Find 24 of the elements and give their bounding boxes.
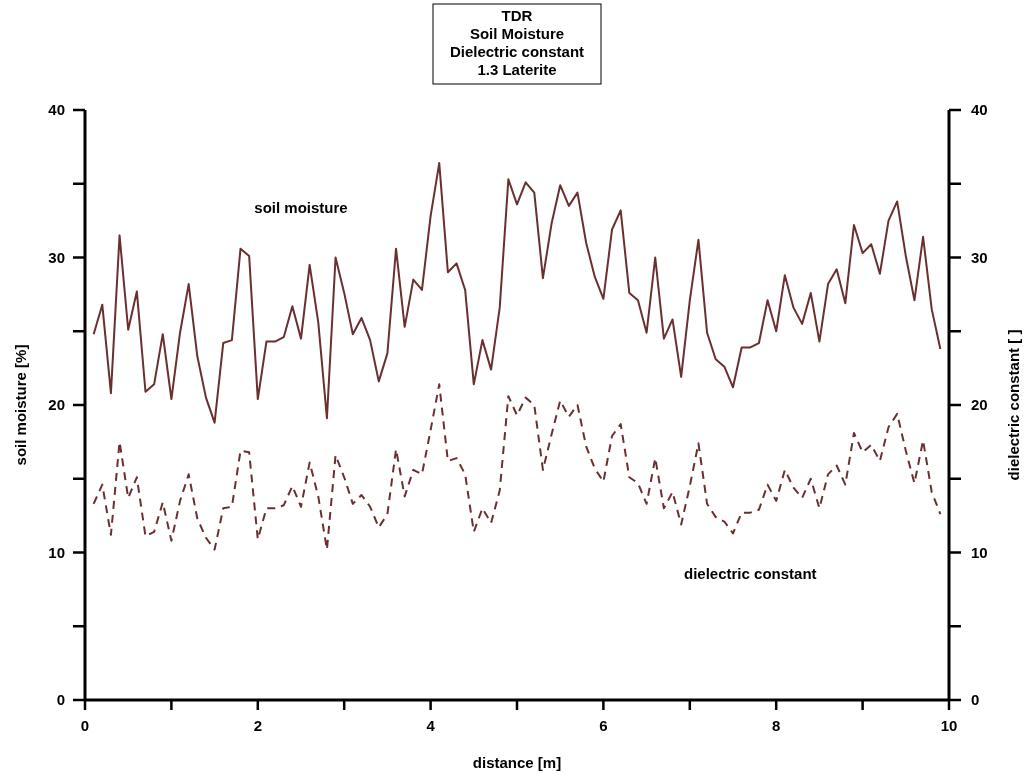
y-tick-label: 40	[48, 101, 65, 118]
y-tick-label: 20	[48, 396, 65, 413]
y2-tick-label: 0	[971, 691, 980, 708]
y2-tick-label: 10	[971, 543, 988, 561]
text: dielectric constant	[684, 565, 817, 583]
x-tick-label: 10	[940, 717, 958, 734]
chart-title: TDR Soil Moisture Dielectric constant 1.3 Laterite	[449, 7, 585, 78]
y2-axis-title: dielectric constant [ ]	[1005, 329, 1022, 481]
y2-tick-label: 40	[971, 101, 988, 118]
x-tick-label: 8	[772, 717, 781, 734]
line-series	[92, 162, 942, 424]
x-tick-label: 0	[80, 717, 90, 734]
x-tick-label: 6	[599, 717, 608, 734]
x-tick-label: 4	[426, 717, 436, 734]
line-series	[92, 383, 942, 551]
y2-tick-label: 30	[971, 248, 988, 266]
y-tick-label: 30	[48, 248, 65, 266]
y2-tick-label: 20	[971, 396, 988, 413]
x-tick-label: 2	[253, 717, 262, 734]
text: soil moisture	[254, 199, 348, 217]
y-tick-label: 10	[48, 543, 65, 561]
y-tick-label: 0	[56, 691, 65, 708]
x-axis-title: distance [m]	[472, 754, 562, 771]
y-axis-title: soil moisture [%]	[12, 344, 29, 466]
